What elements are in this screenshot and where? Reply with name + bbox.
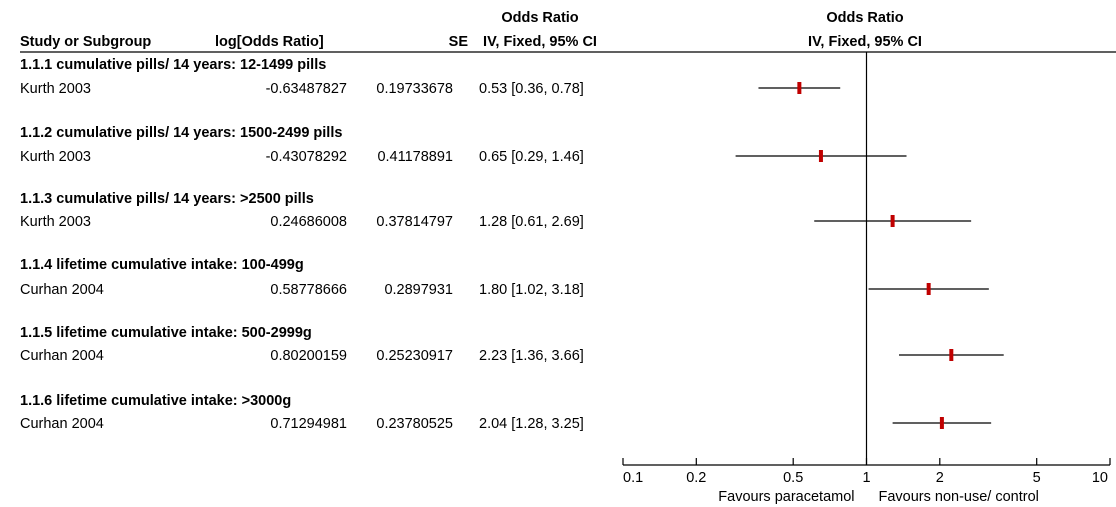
point-estimate [890, 215, 895, 227]
logor-value: 0.71294981 [270, 416, 347, 432]
ci-text: 2.04 [1.28, 3.25] [479, 416, 584, 432]
subgroup-title: 1.1.1 cumulative pills/ 14 years: 12-149… [20, 57, 327, 73]
se-value: 0.2897931 [384, 282, 453, 298]
ci-text: 1.28 [0.61, 2.69] [479, 214, 584, 230]
or-column-header-top: Odds Ratio [501, 10, 579, 26]
subgroup-title: 1.1.6 lifetime cumulative intake: >3000g [20, 393, 292, 409]
or-column-header-bottom: IV, Fixed, 95% CI [483, 34, 597, 50]
study-name: Curhan 2004 [20, 348, 104, 364]
tick-label: 2 [936, 470, 944, 486]
study-name: Kurth 2003 [20, 81, 91, 97]
point-estimate [926, 283, 931, 295]
favours-left-label: Favours paracetamol [718, 489, 854, 505]
subgroup-title: 1.1.3 cumulative pills/ 14 years: >2500 … [20, 191, 314, 207]
favours-right-label: Favours non-use/ control [879, 489, 1039, 505]
se-column-header: SE [448, 34, 468, 50]
study-column-header: Study or Subgroup [20, 34, 152, 50]
logor-value: -0.43078292 [265, 149, 347, 165]
study-name: Curhan 2004 [20, 416, 104, 432]
plot-column-header-bottom: IV, Fixed, 95% CI [808, 34, 922, 50]
study-name: Curhan 2004 [20, 282, 104, 298]
ci-text: 0.53 [0.36, 0.78] [479, 81, 584, 97]
logor-value: 0.80200159 [270, 348, 347, 364]
plot-column-header-top: Odds Ratio [826, 10, 904, 26]
point-estimate [939, 417, 944, 429]
tick-label: 0.5 [783, 470, 803, 486]
se-value: 0.25230917 [376, 348, 453, 364]
subgroup-title: 1.1.2 cumulative pills/ 14 years: 1500-2… [20, 125, 343, 141]
point-estimate [818, 150, 823, 162]
logor-value: 0.24686008 [270, 214, 347, 230]
ci-text: 2.23 [1.36, 3.66] [479, 348, 584, 364]
tick-label: 1 [862, 470, 870, 486]
logor-value: 0.58778666 [270, 282, 347, 298]
se-value: 0.19733678 [376, 81, 453, 97]
tick-label: 0.2 [686, 470, 706, 486]
point-estimate [949, 349, 954, 361]
ci-text: 1.80 [1.02, 3.18] [479, 282, 584, 298]
point-estimate [797, 82, 802, 94]
ci-text: 0.65 [0.29, 1.46] [479, 149, 584, 165]
study-name: Kurth 2003 [20, 214, 91, 230]
tick-label: 10 [1092, 470, 1108, 486]
subgroup-title: 1.1.5 lifetime cumulative intake: 500-29… [20, 325, 312, 341]
se-value: 0.41178891 [377, 149, 453, 165]
se-value: 0.37814797 [376, 214, 453, 230]
se-value: 0.23780525 [376, 416, 453, 432]
tick-label: 0.1 [623, 470, 643, 486]
tick-label: 5 [1033, 470, 1041, 486]
study-name: Kurth 2003 [20, 149, 91, 165]
logor-value: -0.63487827 [265, 81, 347, 97]
logor-column-header: log[Odds Ratio] [215, 34, 324, 50]
subgroup-title: 1.1.4 lifetime cumulative intake: 100-49… [20, 257, 304, 273]
